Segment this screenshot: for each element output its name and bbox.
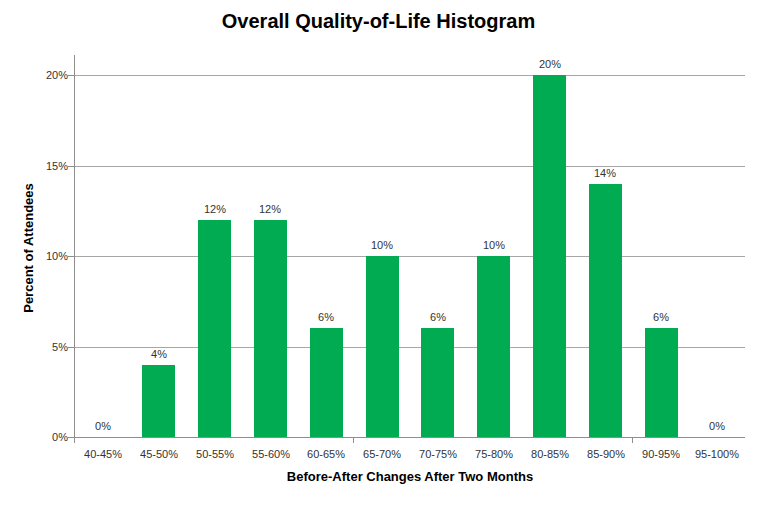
bar-value-label: 0% <box>692 420 742 432</box>
y-axis-tick <box>68 75 75 76</box>
x-tick-label: 60-65% <box>298 448 354 460</box>
x-axis-line <box>74 437 745 438</box>
chart-title: Overall Quality-of-Life Histogram <box>0 10 757 33</box>
bar <box>366 256 399 437</box>
x-tick-label: 80-85% <box>522 448 578 460</box>
y-axis-title-text: Percent of Attendees <box>21 183 36 313</box>
x-tick-label: 40-45% <box>75 448 131 460</box>
gridline <box>75 256 745 257</box>
bar-value-label: 0% <box>78 420 128 432</box>
bar <box>589 184 622 437</box>
bar <box>645 328 678 437</box>
bar-value-label: 10% <box>357 239 407 251</box>
x-tick-label: 55-60% <box>243 448 299 460</box>
y-axis-line <box>74 55 75 438</box>
x-tick-label: 65-70% <box>354 448 410 460</box>
x-axis-tick <box>353 437 354 443</box>
bar-value-label: 20% <box>525 58 575 70</box>
y-axis-tick <box>68 347 75 348</box>
bar <box>198 220 231 437</box>
bar <box>533 75 566 437</box>
x-tick-label: 90-95% <box>633 448 689 460</box>
bar-value-label: 12% <box>190 203 240 215</box>
bar-value-label: 14% <box>580 167 630 179</box>
y-tick-label: 10% <box>38 250 68 262</box>
bar <box>310 328 343 437</box>
bar <box>142 365 175 437</box>
bar-value-label: 12% <box>245 203 295 215</box>
x-axis-title: Before-After Changes After Two Months <box>75 469 745 484</box>
bar-value-label: 10% <box>469 239 519 251</box>
x-tick-label: 85-90% <box>578 448 634 460</box>
x-axis-tick <box>632 437 633 443</box>
y-axis-tick <box>68 256 75 257</box>
y-tick-label: 15% <box>38 160 68 172</box>
x-tick-label: 70-75% <box>410 448 466 460</box>
bar-value-label: 6% <box>636 311 686 323</box>
x-tick-label: 95-100% <box>689 448 745 460</box>
bar-value-label: 4% <box>134 348 184 360</box>
y-tick-label: 0% <box>38 431 68 443</box>
bar-value-label: 6% <box>413 311 463 323</box>
gridline <box>75 166 745 167</box>
y-tick-label: 5% <box>38 341 68 353</box>
bar <box>477 256 510 437</box>
gridline <box>75 75 745 76</box>
y-axis-tick <box>68 166 75 167</box>
y-tick-label: 20% <box>38 69 68 81</box>
x-axis-tick <box>74 437 75 443</box>
bar-value-label: 6% <box>301 311 351 323</box>
x-tick-label: 50-55% <box>187 448 243 460</box>
bar <box>254 220 287 437</box>
x-tick-label: 45-50% <box>131 448 187 460</box>
bar <box>421 328 454 437</box>
histogram-chart: Overall Quality-of-Life Histogram Percen… <box>0 0 757 505</box>
x-tick-label: 75-80% <box>466 448 522 460</box>
